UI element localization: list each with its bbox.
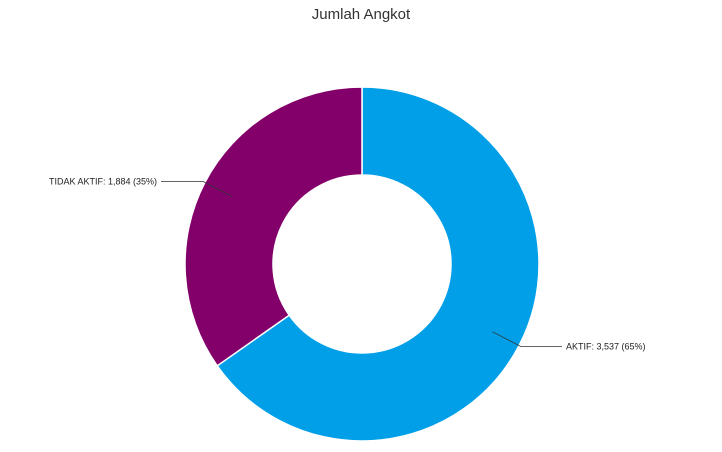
data-label-tidak-aktif: TIDAK AKTIF: 1,884 (35%) [49, 177, 157, 187]
slice-aktif [216, 86, 540, 442]
data-label-aktif: AKTIF: 3,537 (65%) [566, 341, 646, 351]
leader-line-aktif [492, 331, 562, 347]
chart-title: Jumlah Angkot [311, 6, 411, 23]
slice-tidak-aktif [184, 86, 363, 367]
leader-line-tidak-aktif [161, 181, 232, 197]
